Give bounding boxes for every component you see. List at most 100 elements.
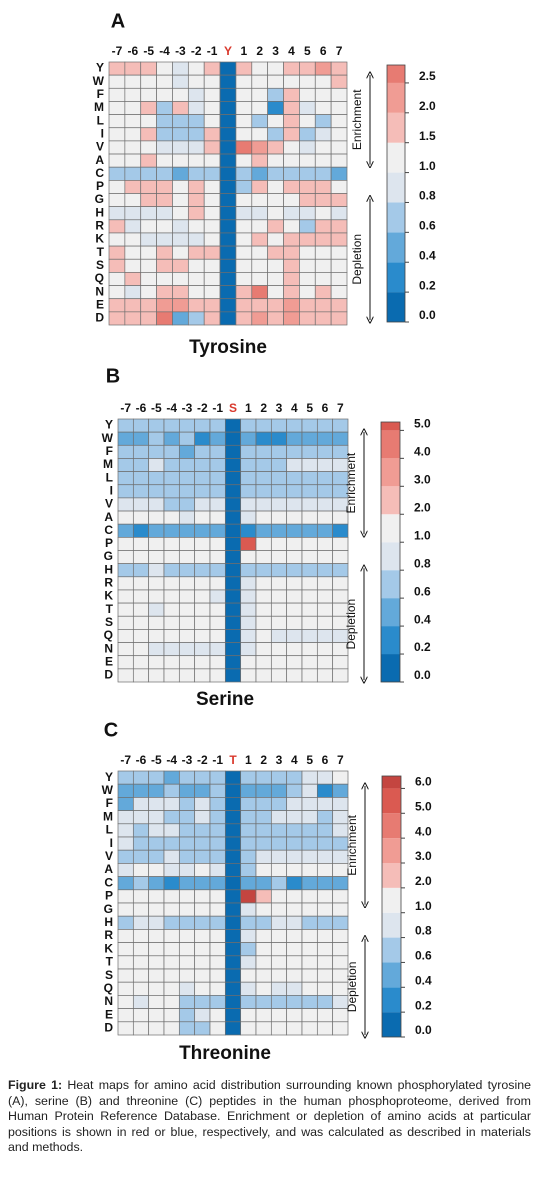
heatmap-cell xyxy=(194,942,211,957)
figure: A-7 -6 -5 -4 -3 -2 -1 Y 1 2 3 4 5 6 7YWFMLIVACPGHRKTSQ… xyxy=(93,10,436,1064)
heatmap-cell xyxy=(235,166,253,181)
heatmap-cell xyxy=(203,311,221,326)
heatmap-cell xyxy=(255,849,272,864)
heatmap-cell xyxy=(316,783,334,798)
heatmap-cell xyxy=(301,458,318,472)
heatmap-cell xyxy=(224,589,242,604)
heatmap-cell xyxy=(235,127,253,142)
heatmap-cell xyxy=(117,642,134,657)
x-tick-label: -7 xyxy=(120,753,131,767)
heatmap-cell xyxy=(270,444,288,459)
heatmap-cell xyxy=(163,823,180,838)
heatmap-cell xyxy=(117,589,134,604)
y-tick-label: R xyxy=(104,928,113,942)
heatmap-cell xyxy=(209,981,226,996)
heatmap-cell xyxy=(108,272,126,286)
heatmap-cell xyxy=(156,61,173,76)
heatmap-cell xyxy=(163,615,180,630)
heatmap-cell xyxy=(224,523,242,538)
colorbar-segment xyxy=(381,422,400,431)
colorbar-tick-label: 2.0 xyxy=(414,500,431,514)
heatmap-cell xyxy=(117,810,134,825)
heatmap-cell xyxy=(240,536,257,551)
heatmap-cell xyxy=(124,166,142,181)
heatmap-cell xyxy=(235,61,253,76)
colorbar-segment xyxy=(381,570,400,599)
heatmap-cell xyxy=(194,523,211,538)
colorbar-segment xyxy=(387,65,405,83)
heatmap-cell xyxy=(251,285,269,300)
heatmap-cell xyxy=(314,258,332,273)
heatmap-cell xyxy=(224,510,242,525)
heatmap-cell xyxy=(286,1021,303,1036)
heatmap-cell xyxy=(255,968,272,983)
heatmap-cell xyxy=(330,311,348,326)
heatmap-cell xyxy=(194,902,211,917)
heatmap-cell xyxy=(209,863,226,877)
heatmap-cell xyxy=(270,431,288,446)
heatmap-cell xyxy=(270,823,288,838)
colorbar-segment xyxy=(387,292,405,322)
heatmap-cell xyxy=(299,193,316,207)
heatmap-cell xyxy=(255,955,272,970)
heatmap-cell xyxy=(117,863,134,877)
y-tick-label: K xyxy=(104,941,113,955)
heatmap-cell xyxy=(286,523,303,538)
heatmap-cell xyxy=(117,1021,134,1036)
y-tick-label: F xyxy=(106,444,113,458)
heatmap-cell xyxy=(132,563,150,578)
colorbar-segment xyxy=(382,1012,401,1037)
heatmap-cell xyxy=(178,497,196,512)
colorbar-tick-label: 0.6 xyxy=(419,219,436,233)
heatmap-cell xyxy=(301,602,318,617)
heatmap-cell xyxy=(240,849,257,864)
heatmap-cell xyxy=(148,576,165,591)
heatmap-cell xyxy=(178,563,196,578)
heatmap-cell xyxy=(301,995,318,1009)
colorbar-segment xyxy=(381,486,400,515)
x-tick-label: 2 xyxy=(256,44,263,58)
x-tick-label: 4 xyxy=(291,401,298,415)
heatmap-cell xyxy=(178,902,196,917)
y-tick-label: N xyxy=(95,284,104,298)
heatmap-cell xyxy=(270,523,288,538)
x-tick-label: 6 xyxy=(322,753,329,767)
heatmap-cell xyxy=(314,311,332,326)
heatmap-cell xyxy=(240,797,257,811)
caption-label: Figure 1: xyxy=(8,1078,63,1092)
heatmap-cell xyxy=(283,61,300,76)
heatmap-cell xyxy=(187,180,205,194)
colorbar-segment xyxy=(381,542,400,571)
heatmap-cell xyxy=(156,127,173,142)
heatmap-cell xyxy=(270,668,288,683)
heatmap-cell xyxy=(140,272,157,286)
heatmap-cell xyxy=(163,1021,180,1036)
heatmap-cell xyxy=(301,629,318,643)
heatmap-cell xyxy=(148,889,165,904)
heatmap-cell xyxy=(299,298,316,313)
heatmap-cell xyxy=(255,484,272,499)
heatmap-cell xyxy=(172,206,189,221)
heatmap-cell xyxy=(132,1021,150,1036)
heatmap-cell xyxy=(163,902,180,917)
heatmap-cell xyxy=(240,995,257,1009)
heatmap-cell xyxy=(267,272,284,286)
heatmap-cell xyxy=(203,101,221,115)
heatmap-cell xyxy=(286,889,303,904)
heatmap-cell xyxy=(194,484,211,499)
heatmap-cell xyxy=(156,166,173,181)
heatmap-cell xyxy=(148,484,165,499)
heatmap-cell xyxy=(224,849,242,864)
heatmap-cell xyxy=(178,1021,196,1036)
heatmap-cell xyxy=(270,1021,288,1036)
heatmap-cell xyxy=(132,668,150,683)
y-tick-label: M xyxy=(103,457,113,471)
heatmap-cell xyxy=(209,823,226,838)
heatmap-cell xyxy=(301,770,318,785)
heatmap-cell xyxy=(240,942,257,957)
heatmap-cell xyxy=(194,655,211,670)
heatmap-cell xyxy=(299,166,316,181)
heatmap-cell xyxy=(316,863,334,877)
heatmap-cell xyxy=(178,929,196,943)
heatmap-cell xyxy=(314,153,332,168)
